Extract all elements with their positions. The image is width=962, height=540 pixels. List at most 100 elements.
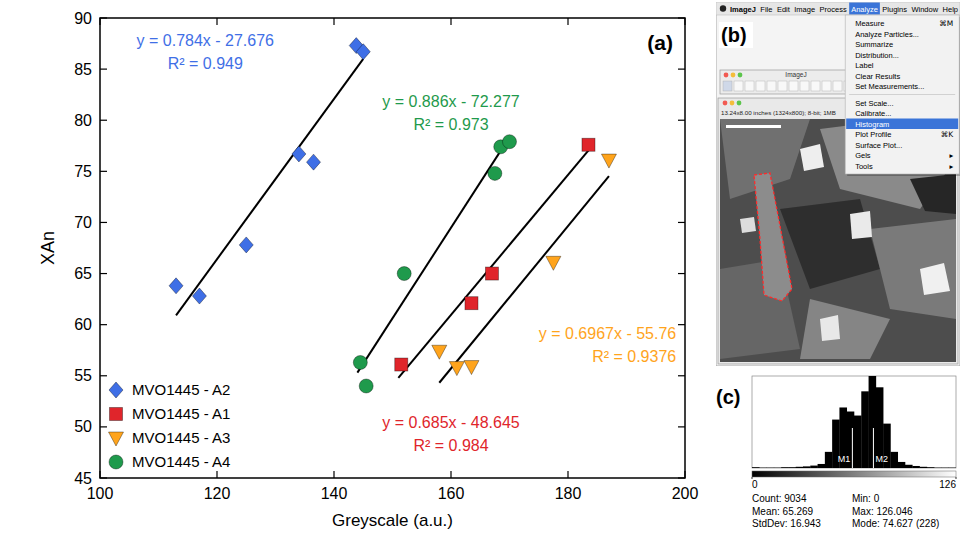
histogram-bar — [941, 467, 949, 468]
x-tick — [216, 471, 217, 478]
menu-bar-item[interactable]: ImageJ — [730, 5, 756, 14]
point — [169, 278, 183, 294]
x-tick-top — [99, 18, 100, 25]
menu-item[interactable]: Histogram — [855, 120, 889, 129]
selection-roi — [754, 173, 792, 301]
legend-marker — [110, 408, 123, 421]
menu-item[interactable]: Summarize — [855, 40, 893, 49]
point — [485, 267, 498, 280]
point — [292, 146, 306, 162]
point — [397, 267, 411, 281]
panel-label-ground — [719, 22, 753, 48]
menu-item[interactable]: Measure — [855, 19, 884, 28]
menu-bar-item[interactable]: File — [760, 5, 772, 14]
histogram-stat: StdDev: 16.943 — [752, 518, 821, 529]
mineral-grain — [920, 263, 950, 295]
grey-ramp — [752, 471, 956, 477]
dropdown-menu — [845, 15, 959, 174]
menu-item[interactable]: Clear Results — [855, 72, 900, 81]
histogram-frame — [752, 376, 956, 468]
r2-label: R² = 0.973 — [413, 116, 488, 133]
equation-label: y = 0.886x - 72.277 — [382, 93, 520, 110]
tool-button[interactable] — [767, 81, 776, 91]
menu-bar-item[interactable]: Help — [943, 5, 958, 14]
y-tick-label: 80 — [74, 112, 92, 129]
histogram-annotation: M2 — [875, 454, 888, 464]
y-tick-right — [678, 171, 685, 172]
mineral-grain — [800, 299, 890, 359]
menu-item[interactable]: Gels — [855, 151, 871, 160]
menu-item[interactable]: Set Measurements... — [855, 82, 924, 91]
r2-label: R² = 0.949 — [168, 55, 243, 72]
menu-item[interactable]: Tools — [855, 162, 873, 171]
tool-button[interactable] — [833, 81, 842, 91]
window-button — [738, 73, 743, 78]
histogram-bar — [788, 467, 796, 468]
point — [582, 138, 595, 151]
legend-label: MVO1445 - A4 — [132, 453, 230, 470]
tool-button[interactable] — [778, 81, 787, 91]
mineral-grain — [870, 219, 956, 319]
tool-button[interactable] — [723, 81, 732, 91]
menu-item[interactable]: Calibrate... — [855, 109, 891, 118]
x-tick-label: 200 — [672, 485, 699, 502]
y-tick-label: 75 — [74, 163, 92, 180]
r2-label: R² = 0.9376 — [592, 348, 676, 365]
x-tick-top — [333, 18, 334, 25]
x-tick-label: 120 — [204, 485, 231, 502]
y-tick-label: 90 — [74, 10, 92, 27]
tool-button[interactable] — [811, 81, 820, 91]
tool-button[interactable] — [789, 81, 798, 91]
mineral-grain — [780, 199, 880, 289]
histogram-stat: Mean: 65.269 — [752, 506, 814, 517]
histogram-bar — [759, 467, 767, 468]
menu-bar-item[interactable]: Plugins — [882, 5, 907, 14]
point — [546, 256, 561, 270]
y-tick-right — [678, 477, 685, 478]
y-tick-right — [678, 273, 685, 274]
tool-button[interactable] — [734, 81, 743, 91]
menu-bar-item[interactable]: Window — [911, 5, 938, 14]
figure: 10012014016018020045505560657075808590Gr… — [0, 0, 962, 540]
y-tick-label: 85 — [74, 61, 92, 78]
x-tick-top — [567, 18, 568, 25]
y-tick-label: 55 — [74, 367, 92, 384]
tool-button[interactable] — [745, 81, 754, 91]
mean-marker — [873, 428, 874, 468]
legend-label: MVO1445 - A2 — [132, 381, 230, 398]
x-tick — [333, 471, 334, 478]
window-title: ImageJ — [785, 71, 806, 79]
x-tick-label: 160 — [438, 485, 465, 502]
x-tick-label: 126 — [939, 479, 956, 490]
y-tick-right — [678, 426, 685, 427]
menu-shortcut: ▸ — [949, 162, 953, 171]
image-info: 13.24x8.00 inches (1324x800); 8-bit; 1MB — [721, 109, 836, 116]
menu-bar-item[interactable]: Process — [820, 5, 847, 14]
menu-bar-item[interactable]: Analyze — [851, 5, 878, 14]
menu-item[interactable]: Analyze Particles... — [855, 30, 919, 39]
y-tick-right — [678, 222, 685, 223]
histogram-bar — [905, 465, 913, 468]
menu-item[interactable]: Distribution... — [855, 51, 899, 60]
legend: MVO1445 - A2MVO1445 - A1MVO1445 - A3MVO1… — [109, 381, 231, 470]
menu-bar-item[interactable]: Image — [794, 5, 815, 14]
menu-highlight — [849, 3, 880, 15]
mineral-grain — [800, 144, 824, 171]
menu-item[interactable]: Label — [855, 61, 874, 70]
menu-bar-item[interactable]: Edit — [777, 5, 791, 14]
histogram-bar — [781, 467, 789, 468]
tool-button[interactable] — [822, 81, 831, 91]
histogram-stat: Mode: 74.627 (228) — [852, 518, 939, 529]
apple-icon — [720, 5, 726, 11]
tool-button[interactable] — [756, 81, 765, 91]
histogram-bar — [949, 467, 956, 468]
menu-item[interactable]: Plot Profile — [855, 130, 891, 139]
menu-item[interactable]: Surface Plot... — [855, 141, 902, 150]
x-tick-label: 180 — [555, 485, 582, 502]
menu-item[interactable]: Set Scale... — [855, 99, 893, 108]
tool-button[interactable] — [800, 81, 809, 91]
histogram-stat: Count: 9034 — [752, 493, 807, 504]
plot-frame — [100, 18, 685, 478]
histogram-bar — [912, 466, 920, 468]
histogram-bar — [752, 467, 760, 468]
